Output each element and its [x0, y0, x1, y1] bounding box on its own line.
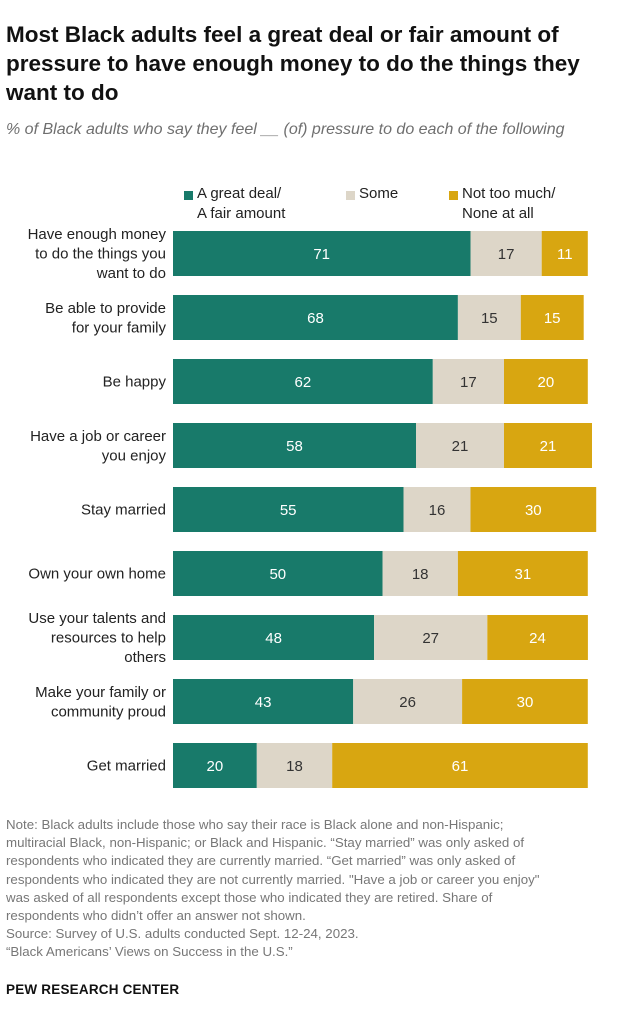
- chart-title: Most Black adults feel a great deal or f…: [6, 22, 580, 105]
- bar-segment-some: [353, 679, 463, 724]
- data-label-not-too-much: 20: [538, 374, 555, 391]
- category-label: Own your own home: [28, 566, 166, 583]
- legend-swatch-great-deal: [184, 191, 193, 200]
- source-line: Source: Survey of U.S. adults conducted …: [6, 926, 359, 942]
- data-label-not-too-much: 15: [544, 310, 561, 327]
- data-label-not-too-much: 30: [525, 502, 542, 519]
- category-label: Be able to provide for your family: [45, 300, 166, 337]
- data-label-not-too-much: 24: [529, 630, 546, 647]
- note-line: respondents who didn’t offer an answer n…: [6, 908, 306, 924]
- note-line: Note: Black adults include those who say…: [6, 817, 504, 832]
- bar-segment-great-deal: [173, 615, 375, 660]
- note-line: was asked of all respondents except thos…: [6, 889, 493, 905]
- data-label-not-too-much: 61: [452, 758, 469, 775]
- bar-segment-great-deal: [173, 423, 416, 468]
- stacked-bar-chart: Have enough money to do the things you wan…: [28, 226, 597, 788]
- bar-segment-not-too-much: [457, 551, 588, 596]
- category-label: Make your family or community proud: [35, 684, 166, 721]
- data-label-some: 16: [429, 502, 446, 519]
- bar-segment-some: [416, 423, 504, 468]
- data-label-some: 26: [399, 694, 416, 711]
- data-label-great-deal: 50: [269, 566, 286, 583]
- bar-segment-some: [403, 487, 471, 532]
- data-label-some: 18: [286, 758, 303, 775]
- bar-segment-some: [457, 295, 521, 340]
- data-label-great-deal: 20: [207, 758, 224, 775]
- bar-segment-not-too-much: [487, 615, 588, 660]
- chart-subtitle: % of Black adults who say they feel __ (…: [6, 121, 565, 138]
- bar-segment-not-too-much: [541, 231, 588, 276]
- bar-segment-some: [256, 743, 333, 788]
- bar-segment-not-too-much: [332, 743, 588, 788]
- data-label-great-deal: 68: [307, 310, 324, 327]
- data-label-some: 27: [422, 630, 439, 647]
- data-label-some: 15: [481, 310, 498, 327]
- report-line: “Black Americans’ Views on Success in th…: [6, 944, 293, 960]
- note-line: respondents who indicated they are not c…: [6, 871, 540, 887]
- data-label-some: 21: [452, 438, 469, 455]
- category-label: Stay married: [81, 502, 166, 519]
- bar-segment-some: [470, 231, 542, 276]
- bar-segment-great-deal: [173, 551, 383, 596]
- footer-logo-text: PEW RESEARCH CENTER: [6, 982, 180, 997]
- data-label-some: 18: [412, 566, 429, 583]
- data-label-great-deal: 43: [255, 694, 272, 711]
- chart-note: Note: Black adults include those who say…: [6, 816, 616, 962]
- legend-not-too-much-line1: Not too much/: [462, 185, 556, 202]
- note-line: multiracial Black, non-Hispanic; or Blac…: [6, 835, 525, 851]
- legend-not-too-much-line2: None at all: [462, 205, 534, 222]
- bar-segment-great-deal: [173, 743, 257, 788]
- legend-great-deal: A great deal/ A fair amount: [184, 184, 285, 224]
- category-label: Get married: [87, 758, 166, 775]
- data-label-great-deal: 71: [313, 246, 330, 263]
- bar-segment-not-too-much: [504, 359, 588, 404]
- legend-swatch-not-too-much: [449, 191, 458, 200]
- data-label-not-too-much: 30: [517, 694, 534, 711]
- data-label-some: 17: [460, 374, 477, 391]
- bar-segment-great-deal: [173, 679, 354, 724]
- note-line: respondents who indicated they are curre…: [6, 853, 516, 869]
- data-label-some: 17: [498, 246, 515, 263]
- category-label: Have a job or career you enjoy: [30, 428, 166, 465]
- category-label: Be happy: [103, 374, 167, 391]
- data-label-great-deal: 55: [280, 502, 297, 519]
- data-label-not-too-much: 21: [540, 438, 557, 455]
- legend-swatch-some: [346, 191, 355, 200]
- legend-great-deal-line1: A great deal/: [197, 185, 282, 202]
- category-label: Have enough money to do the things you wan…: [28, 226, 167, 282]
- legend-some-line1: Some: [359, 185, 399, 202]
- bar-segment-not-too-much: [462, 679, 588, 724]
- bar-segment-not-too-much: [504, 423, 592, 468]
- bar-segment-some: [382, 551, 458, 596]
- bar-segment-some: [374, 615, 488, 660]
- data-label-great-deal: 62: [295, 374, 312, 391]
- bar-segment-great-deal: [173, 359, 433, 404]
- data-label-great-deal: 58: [286, 438, 303, 455]
- bar-segment-some: [432, 359, 504, 404]
- data-label-great-deal: 48: [265, 630, 282, 647]
- bar-segment-great-deal: [173, 487, 404, 532]
- bar-segment-not-too-much: [520, 295, 584, 340]
- bar-segment-not-too-much: [470, 487, 597, 532]
- bar-segment-great-deal: [173, 231, 471, 276]
- legend-some: Some: [346, 184, 398, 204]
- bar-segment-great-deal: [173, 295, 458, 340]
- category-label: Use your talents and resources to help oth…: [28, 610, 166, 666]
- data-label-not-too-much: 11: [557, 246, 573, 263]
- legend-great-deal-line2: A fair amount: [197, 205, 286, 222]
- legend-not-too-much: Not too much/ None at all: [449, 184, 555, 224]
- data-label-not-too-much: 31: [515, 566, 532, 583]
